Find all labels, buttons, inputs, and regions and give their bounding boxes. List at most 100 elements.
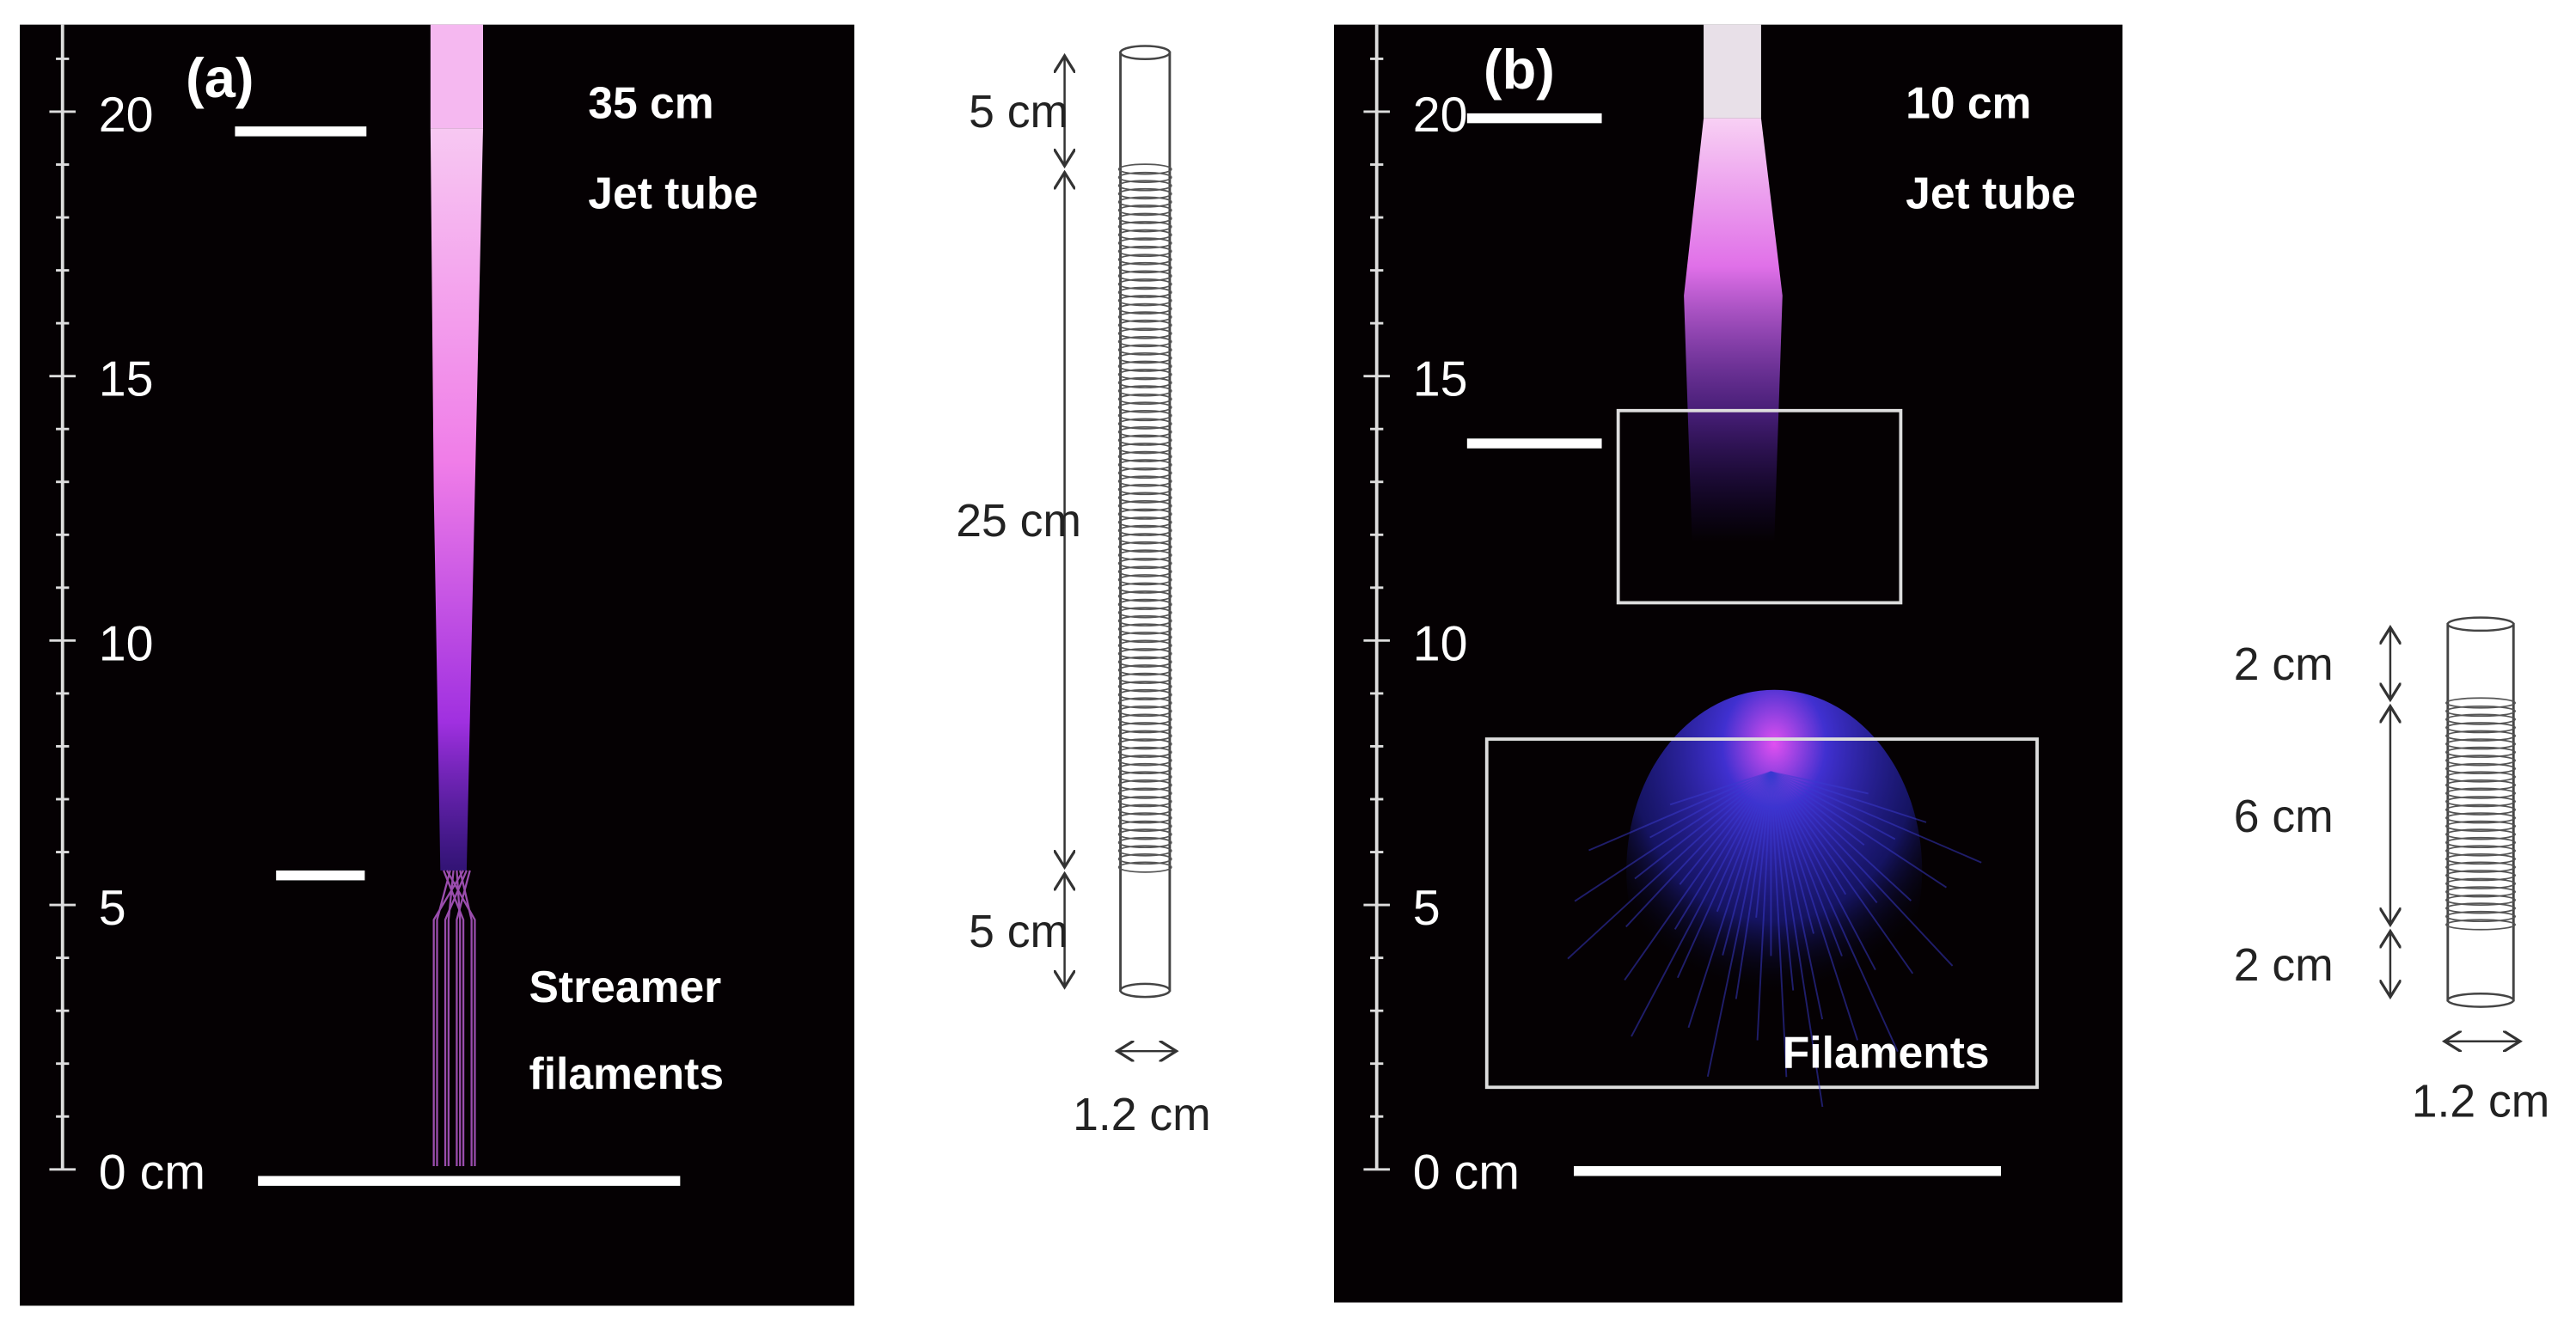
filament: [447, 870, 455, 1166]
tube: [2446, 622, 2515, 1002]
coil-turn: [1117, 180, 1172, 192]
filament: [1756, 772, 1772, 1041]
coil-turn: [1117, 187, 1172, 200]
coil-turn: [1117, 557, 1172, 570]
filament: [1716, 771, 1772, 913]
filament: [1567, 771, 1772, 960]
filament: [1770, 771, 1954, 967]
coil-turn: [1117, 722, 1172, 734]
coil-turn: [1117, 295, 1172, 307]
coil-turn: [1117, 205, 1172, 217]
panel-label: (b): [1484, 38, 1555, 101]
coil-turn: [1117, 803, 1172, 816]
coil-turn: [1117, 828, 1172, 840]
coil-turn: [1117, 171, 1172, 184]
filament: [1770, 771, 1858, 1041]
annotations: 20 15 10 5 0 cm (a) 35 cm Jet tube Streamer filam…: [49, 24, 2549, 1201]
coil-turn: [1117, 746, 1172, 758]
coil-turn: [2445, 836, 2517, 849]
coil-turn: [1117, 779, 1172, 791]
coil-turn: [1117, 401, 1172, 413]
coil-turn: [1117, 688, 1172, 701]
ruler-label: 15: [99, 352, 154, 407]
filament: [1687, 771, 1772, 1029]
jet-length: 35 cm: [588, 78, 713, 128]
filament: [444, 870, 468, 1166]
filament: [1770, 771, 1865, 846]
coil-turn: [1117, 360, 1172, 372]
coil-turn: [1117, 286, 1172, 298]
coil-turn: [1117, 443, 1172, 455]
coil-turn: [2445, 852, 2517, 865]
coil-turn: [2445, 713, 2517, 725]
coil-turn: [1117, 450, 1172, 462]
coil-turn: [1117, 623, 1172, 635]
coil-turn: [2445, 779, 2517, 791]
filament: [456, 870, 462, 1166]
ruler-label: 10: [99, 616, 154, 671]
filament: [432, 870, 465, 1166]
coil-turn: [2445, 820, 2517, 832]
coil-turn: [1117, 483, 1172, 496]
coil-turn: [1117, 196, 1172, 208]
coil-turn: [1117, 672, 1172, 684]
coil-turn: [1117, 434, 1172, 446]
filament: [1574, 771, 1771, 902]
coil-turn: [1117, 533, 1172, 545]
plasma-plume: [1684, 118, 1783, 542]
filament: [1771, 771, 1927, 823]
coil-turn: [1117, 541, 1172, 553]
coil-turn: [2445, 787, 2517, 799]
filament: [1770, 772, 1788, 1078]
filament: [1625, 771, 1772, 928]
filament: [436, 870, 451, 1166]
ruler-label: 15: [1413, 352, 1468, 407]
filament: [1770, 772, 1824, 1020]
filament: [1634, 771, 1771, 880]
marker-bar: [258, 1176, 681, 1186]
coil-turn: [1117, 459, 1172, 471]
coil-turn: [1117, 697, 1172, 709]
filament: [1770, 772, 1795, 991]
region-label: Filaments: [1783, 1027, 1990, 1077]
coil-turn: [2445, 886, 2517, 898]
coil-turn: [1117, 492, 1172, 504]
coil-turn: [1117, 261, 1172, 274]
coil-turn: [1117, 755, 1172, 767]
coil-turn: [1117, 738, 1172, 750]
coil-turn: [1117, 820, 1172, 832]
filament: [1624, 771, 1772, 981]
jet-label: Jet tube: [1906, 168, 2076, 218]
coil-turn: [1117, 607, 1172, 619]
filament: [1770, 771, 1947, 889]
coil-turn: [2445, 771, 2517, 783]
coil-turn: [2445, 877, 2517, 889]
coil-turn: [1117, 574, 1172, 586]
coil-turn: [1117, 327, 1172, 339]
filament: [1722, 772, 1772, 956]
coil-turn: [1117, 237, 1172, 249]
filament: [1771, 771, 1982, 864]
filament: [1631, 771, 1772, 1037]
filament: [1735, 772, 1772, 999]
coil-turn: [2445, 845, 2517, 857]
coil-turn: [1117, 426, 1172, 438]
marker-bar: [1466, 113, 1602, 124]
filament: [1770, 771, 1843, 956]
coil-turn: [1117, 302, 1172, 315]
filament: [456, 870, 471, 1166]
coil-turn: [1117, 229, 1172, 241]
tube-end: [2446, 616, 2515, 632]
filament: [1676, 771, 1772, 979]
filament: [1770, 771, 1878, 904]
filament: [1771, 771, 1869, 795]
coil-turn: [1117, 705, 1172, 718]
coil-turn: [2445, 755, 2517, 767]
marker-bar: [235, 126, 367, 137]
coil-turn: [1117, 245, 1172, 258]
coil-turn: [2445, 738, 2517, 750]
coil-turn: [1117, 516, 1172, 529]
coil-turn: [2445, 902, 2517, 914]
segment-length: 5 cm: [969, 87, 1068, 137]
